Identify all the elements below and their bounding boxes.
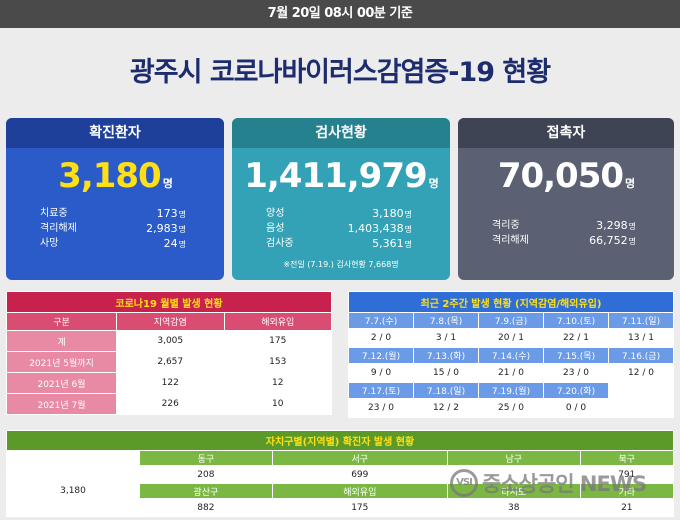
date-cell: 7.10.(토) (543, 312, 609, 329)
district-header: 해외유입 (271, 483, 448, 499)
date-cell: 7.7.(수) (348, 312, 414, 329)
count-cell: 23 / 0 (543, 363, 609, 383)
contacts-card-title: 접촉자 (458, 118, 674, 148)
timestamp-bar: 7월 20일 08시 00분 기준 (0, 0, 680, 28)
district-header: 남구 (446, 450, 581, 466)
count-cell: 2 / 0 (348, 328, 414, 348)
date-cell: 7.16.(금) (608, 347, 674, 364)
district-total: 3,180 (6, 465, 140, 517)
count-cell: 22 / 1 (543, 328, 609, 348)
district-value (446, 465, 581, 484)
table-row: 2021년 7월 226 10 (6, 393, 332, 415)
tests-row: 검사중 5,361명 (266, 237, 412, 250)
count-cell: 23 / 0 (348, 398, 414, 418)
district-header: 광산구 (139, 483, 273, 499)
date-cell: 7.12.(월) (348, 347, 414, 364)
monthly-table-title: 코로나19 월별 발생 현황 (6, 291, 332, 313)
date-cell: 7.20.(화) (543, 382, 609, 399)
count-cell: 0 / 0 (543, 398, 609, 418)
tests-row: 양성 3,180명 (266, 207, 412, 220)
count-cell: 25 / 0 (478, 398, 544, 418)
date-cell: 7.14.(수) (478, 347, 544, 364)
tests-total: 1,411,979 명 (244, 156, 439, 196)
district-header: 서구 (271, 450, 448, 466)
count-cell: 3 / 1 (413, 328, 479, 348)
contacts-card: 접촉자 70,050 명 격리중 3,298명 격리해제 66,752명 (458, 118, 674, 280)
count-cell: 12 / 0 (608, 363, 674, 383)
confirmed-card-title: 확진환자 (6, 118, 224, 148)
district-value: 208 (139, 465, 273, 484)
tests-breakdown: 양성 3,180명 음성 1,403,438명 검사중 5,361명 (266, 206, 412, 251)
monthly-header: 지역감염 (116, 312, 225, 331)
table-row: 계 3,005 175 (6, 330, 332, 352)
district-header: 기타 (579, 483, 675, 499)
watermark: VSI 중소상공인 NEWS (450, 468, 647, 498)
date-cell: 7.9.(금) (478, 312, 544, 329)
district-table: 자치구별(지역별) 확진자 발생 현황 계 동구 서구 남구 북구 3,180 … (6, 430, 675, 517)
district-value: 38 (446, 498, 581, 517)
district-header: 동구 (139, 450, 273, 466)
monthly-header: 구분 (6, 312, 117, 331)
count-cell: 15 / 0 (413, 363, 479, 383)
tests-card: 검사현황 1,411,979 명 양성 3,180명 음성 1,403,438명 검사… (232, 118, 450, 280)
confirmed-row: 사망 24명 (40, 237, 186, 250)
confirmed-row: 격리해제 2,983명 (40, 222, 186, 235)
district-header: 북구 (579, 450, 675, 466)
count-cell: 13 / 1 (608, 328, 674, 348)
date-cell: 7.13.(화) (413, 347, 479, 364)
monthly-table: 코로나19 월별 발생 현황 구분 지역감염 해외유입 계 3,005 175 20… (6, 291, 332, 415)
date-cell: 7.11.(일) (608, 312, 674, 329)
district-value: 699 (271, 465, 448, 484)
date-cell: 7.8.(목) (413, 312, 479, 329)
district-value: 21 (579, 498, 675, 517)
watermark-text: 중소상공인 NEWS (482, 472, 647, 496)
tests-row: 음성 1,403,438명 (266, 222, 412, 235)
district-value: 175 (271, 498, 448, 517)
count-cell: 12 / 2 (413, 398, 479, 418)
district-table-title: 자치구별(지역별) 확진자 발생 현황 (6, 430, 674, 451)
contacts-breakdown: 격리중 3,298명 격리해제 66,752명 (492, 218, 636, 248)
confirmed-card: 확진환자 3,180 명 치료중 173명 격리해제 2,983명 사망 24명 (6, 118, 224, 280)
date-cell: 7.15.(목) (543, 347, 609, 364)
empty-cell (608, 382, 674, 418)
tests-card-title: 검사현황 (232, 118, 450, 148)
count-cell: 21 / 0 (478, 363, 544, 383)
page-title: 광주시 코로나바이러스감염증-19 현황 (129, 57, 551, 88)
table-row: 2021년 5월까지 2,657 153 (6, 351, 332, 373)
district-value: 882 (139, 498, 273, 517)
tests-note: ※전일 (7.19.) 검사현황 7,668명 (283, 260, 399, 269)
contacts-row: 격리중 3,298명 (492, 219, 636, 232)
district-total-label: 계 (6, 450, 140, 466)
confirmed-breakdown: 치료중 173명 격리해제 2,983명 사망 24명 (40, 206, 186, 251)
date-cell: 7.18.(일) (413, 382, 479, 399)
count-cell: 20 / 1 (478, 328, 544, 348)
date-cell: 7.17.(토) (348, 382, 414, 399)
district-header: 타시도 (446, 483, 581, 499)
confirmed-total: 3,180 명 (58, 156, 173, 196)
count-cell: 9 / 0 (348, 363, 414, 383)
weekly-table: 최근 2주간 발생 현황 (지역감염/해외유입) 7.7.(수) 7.8.(목)… (348, 291, 674, 418)
monthly-header: 해외유입 (223, 312, 332, 331)
date-cell: 7.19.(월) (478, 382, 544, 399)
district-value: 791 (579, 465, 675, 484)
contacts-row: 격리해제 66,752명 (492, 234, 636, 247)
contacts-total: 70,050 명 (497, 156, 635, 196)
table-row: 2021년 6월 122 12 (6, 372, 332, 394)
weekly-table-title: 최근 2주간 발생 현황 (지역감염/해외유입) (348, 291, 674, 313)
confirmed-row: 치료중 173명 (40, 207, 186, 220)
watermark-logo-icon: VSI (450, 469, 478, 497)
